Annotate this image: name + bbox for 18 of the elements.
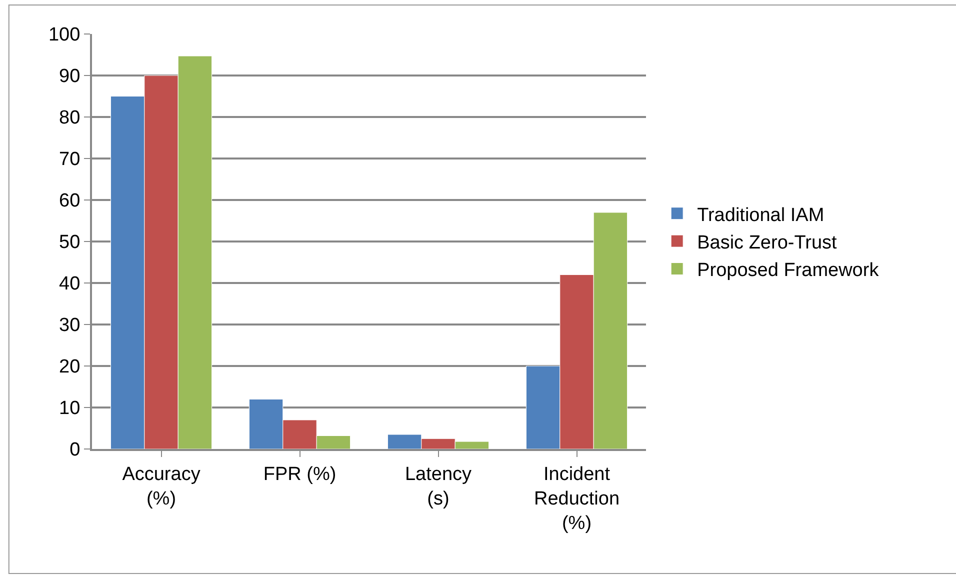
y-tick-label: 70 <box>59 149 80 170</box>
y-tick-label: 100 <box>48 24 80 46</box>
y-tick-label: 60 <box>59 190 80 212</box>
y-tick-label: 90 <box>59 66 80 88</box>
y-tick-label: 40 <box>59 274 80 295</box>
y-tick-label: 10 <box>59 398 80 420</box>
x-tick-label: Incident Reduction (%) <box>534 464 620 534</box>
y-tick-label: 50 <box>59 232 80 254</box>
legend-label: Basic Zero-Trust <box>697 232 838 254</box>
y-tick-label: 30 <box>59 315 80 336</box>
x-tick-label: Accuracy (%) <box>122 464 201 510</box>
y-tick-label: 80 <box>59 108 80 129</box>
x-tick-label: FPR (%) <box>263 464 336 485</box>
y-tick-label: 0 <box>70 440 80 461</box>
legend-label: Proposed Framework <box>697 260 880 282</box>
y-tick-label: 20 <box>59 356 80 378</box>
legend-label: Traditional IAM <box>697 204 824 226</box>
x-tick-label: Latency (s) <box>404 464 472 510</box>
